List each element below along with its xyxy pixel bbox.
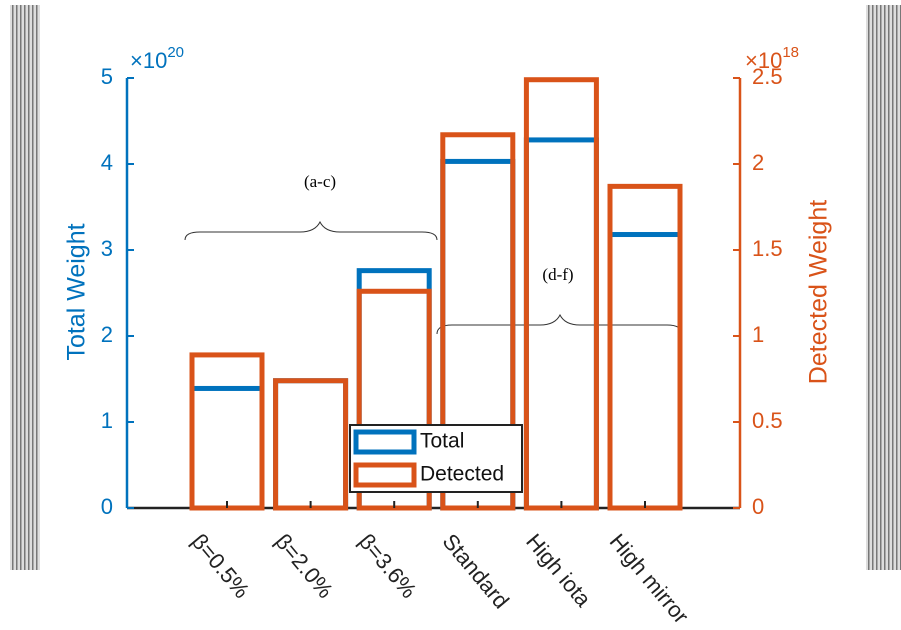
y2-tick-label: 1 <box>752 322 764 347</box>
y-tick-label: 1 <box>101 408 113 433</box>
y-tick-label: 2 <box>101 322 113 347</box>
bar <box>526 80 596 508</box>
y-tick-label: 3 <box>101 236 113 261</box>
annotation: (d-f) <box>542 265 573 284</box>
y-tick-label: 0 <box>101 494 113 519</box>
annotation: (a-c) <box>304 172 336 191</box>
y2-tick-label: 2 <box>752 150 764 175</box>
bar <box>192 388 262 508</box>
chart: (a-c) (d-f) Total Weight Detected Weight… <box>0 0 901 630</box>
legend-label: Total <box>420 430 464 453</box>
y2-axis-title: Detected Weight <box>805 200 833 384</box>
y2-tick-label: 0.5 <box>752 408 783 433</box>
bar <box>276 381 346 508</box>
multiplier-base: ×10 <box>130 48 167 73</box>
bar <box>276 381 346 508</box>
legend-label: Detected <box>420 463 504 486</box>
multiplier-exponent: 18 <box>782 44 799 61</box>
x-tick-label: β=3.6% <box>354 529 422 603</box>
legend: Total Detected <box>350 425 522 492</box>
y2-tick-label: 1.5 <box>752 236 783 261</box>
y2-tick-label: 2.5 <box>752 64 783 89</box>
x-tick-label: β=2.0% <box>270 529 338 603</box>
y2-tick-label: 0 <box>752 494 764 519</box>
brace <box>185 222 437 240</box>
bar <box>610 235 680 508</box>
bar <box>526 140 596 508</box>
y-tick-label: 4 <box>101 150 113 175</box>
multiplier-exponent: 20 <box>167 44 184 61</box>
background-image <box>866 5 901 570</box>
y-tick-label: 5 <box>101 64 113 89</box>
x-tick-label: Standard <box>438 529 515 613</box>
background-image <box>10 5 40 570</box>
x-tick-label: β=0.5% <box>187 529 255 603</box>
brace <box>437 315 682 334</box>
y-axis-title: Total Weight <box>63 223 91 360</box>
x-tick-label: High iota <box>521 529 596 612</box>
x-tick-label: High mirror <box>605 529 694 628</box>
bar <box>192 355 262 508</box>
y-multiplier: ×1020 <box>130 44 184 73</box>
